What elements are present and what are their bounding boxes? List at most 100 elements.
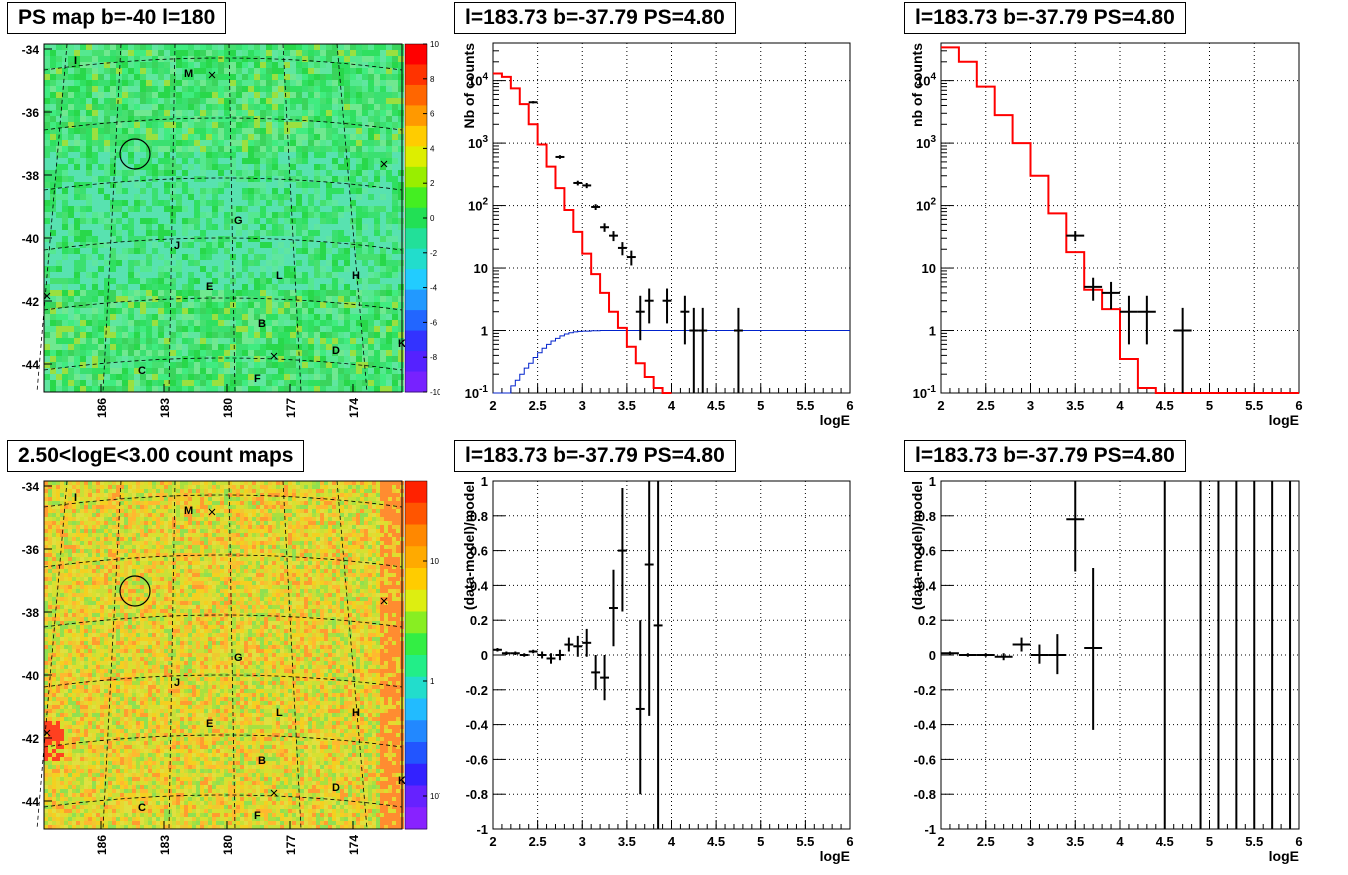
colorbar-label: 6 xyxy=(430,110,435,119)
y-tick-label: 103 xyxy=(468,134,488,151)
y-tick-label: -1 xyxy=(924,822,936,837)
map-y-tick-label: -36 xyxy=(22,106,40,120)
map-x-tick-label: 183 xyxy=(158,398,172,418)
map-y-tick-label: -36 xyxy=(22,543,40,557)
colorbar-label: -6 xyxy=(430,318,438,327)
x-axis-title: logE xyxy=(820,848,850,864)
map-y-tick-label: -40 xyxy=(22,669,40,683)
resid-right-title: l=183.73 b=-37.79 PS=4.80 xyxy=(904,440,1186,472)
longitude-line xyxy=(36,480,68,830)
plot-area xyxy=(492,42,851,394)
y-tick-label: 10-1 xyxy=(465,384,489,401)
map-y-tick-label: -44 xyxy=(22,795,40,809)
source-label: E xyxy=(206,718,213,730)
y-tick-label: 10 xyxy=(922,261,936,276)
data-point xyxy=(662,288,672,324)
data-point xyxy=(528,649,538,654)
x-tick-label: 5 xyxy=(1206,834,1213,849)
colorbar-label: -4 xyxy=(430,284,438,293)
x-tick-label: 2.5 xyxy=(529,834,547,849)
source-label: C xyxy=(138,802,146,814)
y-tick-label: 1 xyxy=(929,324,936,339)
data-point xyxy=(1030,644,1049,664)
data-point xyxy=(689,307,699,393)
x-axis-title: logE xyxy=(820,412,850,428)
data-point xyxy=(994,653,1013,661)
x-tick-label: 3.5 xyxy=(1066,834,1084,849)
plot-frame: 2 2.5 3 3.5 4 4.5 5 5.5 6 10-1 1 10 102 103 104 logE Nb … xyxy=(461,42,854,428)
y-tick-label: 1 xyxy=(481,474,488,489)
data-point xyxy=(519,653,529,657)
latitude-line xyxy=(43,117,403,131)
y-tick-label: -0.8 xyxy=(914,787,936,802)
source-label: M xyxy=(184,505,193,517)
x-tick-label: 4 xyxy=(668,834,676,849)
y-tick-label: -0.4 xyxy=(466,718,489,733)
source-label: H xyxy=(352,270,360,282)
x-tick-label: 2 xyxy=(489,834,496,849)
data-point xyxy=(1102,281,1120,310)
source-label: F xyxy=(254,810,261,822)
resid-left-chart: 2 2.5 3 3.5 4 4.5 5 5.5 6 -1 -0.8 -0.6 -0.4 -0.2 0 0.2 0… xyxy=(461,474,854,864)
x-tick-label: 6 xyxy=(1295,834,1302,849)
source-label: I xyxy=(74,492,77,504)
map-x-tick-label: 177 xyxy=(284,835,298,855)
map-y-tick-label: -42 xyxy=(22,295,40,309)
latitude-line xyxy=(43,734,403,748)
colorbar-border xyxy=(404,480,428,830)
y-tick-label: 0 xyxy=(929,648,936,663)
count-map-title: 2.50<logE<3.00 count maps xyxy=(7,440,305,472)
map-x-tick-label: 174 xyxy=(347,835,361,855)
y-tick-label: 0.6 xyxy=(470,544,488,559)
x-tick-label: 4.5 xyxy=(1156,398,1174,413)
map-x-tick-label: 186 xyxy=(95,835,109,855)
model-histogram xyxy=(493,72,672,394)
data-point xyxy=(555,155,565,159)
x-tick-label: 2.5 xyxy=(529,398,547,413)
map-y-tick-label: -40 xyxy=(22,232,40,246)
source-label: F xyxy=(254,373,261,385)
longitude-line xyxy=(228,43,236,393)
longitude-line xyxy=(168,43,176,393)
ps-map-title: PS map b=-40 l=180 xyxy=(7,2,227,34)
data-point xyxy=(1012,637,1031,652)
source-marker xyxy=(208,508,216,516)
x-tick-label: 5.5 xyxy=(796,834,814,849)
colorbar-label: 4 xyxy=(430,144,435,153)
resid-left-title: l=183.73 b=-37.79 PS=4.80 xyxy=(454,440,736,472)
source-label: D xyxy=(332,345,340,357)
source-label: K xyxy=(398,775,406,787)
data-point xyxy=(582,628,592,657)
plot-area xyxy=(492,480,851,830)
resid-left-panel: 2 2.5 3 3.5 4 4.5 5 5.5 6 -1 -0.8 -0.6 -0.4 -0.2 0 0.2 0… xyxy=(448,437,868,875)
y-tick-label: 0.6 xyxy=(918,544,936,559)
y-tick-label: 0.8 xyxy=(918,509,936,524)
latitude-line xyxy=(43,674,403,688)
resid-right-chart: 2 2.5 3 3.5 4 4.5 5 5.5 6 -1 -0.8 -0.6 -0.4 -0.2 0 0.2 0… xyxy=(909,474,1303,864)
map-y-tick-label: -38 xyxy=(22,169,40,183)
spectrum-left-title: l=183.73 b=-37.79 PS=4.80 xyxy=(454,2,736,34)
source-label: J xyxy=(174,677,180,689)
source-label: M xyxy=(184,68,193,80)
y-tick-label: -0.2 xyxy=(914,683,936,698)
colorbar-label: 10-1 xyxy=(430,791,440,801)
x-tick-label: 6 xyxy=(1295,398,1302,413)
y-tick-label: -0.6 xyxy=(466,752,488,767)
data-point xyxy=(564,637,574,652)
data-point xyxy=(1066,481,1085,572)
latitude-line xyxy=(43,794,403,808)
y-axis-title: (data-model)/model xyxy=(909,481,925,610)
spectrum-left-chart: 2 2.5 3 3.5 4 4.5 5 5.5 6 10-1 1 10 102 103 104 logE Nb … xyxy=(461,42,854,428)
x-tick-label: 5.5 xyxy=(796,398,814,413)
longitude-line xyxy=(102,480,122,830)
spectrum-right-panel: 2 2.5 3 3.5 4 4.5 5 5.5 6 10-1 1 10 102 103 104 logE nb … xyxy=(896,0,1316,437)
y-tick-label: 104 xyxy=(468,72,488,89)
data-point xyxy=(635,620,645,795)
data-point xyxy=(600,223,610,232)
y-tick-label: 0 xyxy=(481,648,488,663)
source-label: G xyxy=(234,652,243,664)
map-x-tick-label: 180 xyxy=(221,398,235,418)
longitude-line xyxy=(336,480,368,830)
x-tick-label: 4.5 xyxy=(1156,834,1174,849)
y-tick-label: 102 xyxy=(468,197,488,214)
